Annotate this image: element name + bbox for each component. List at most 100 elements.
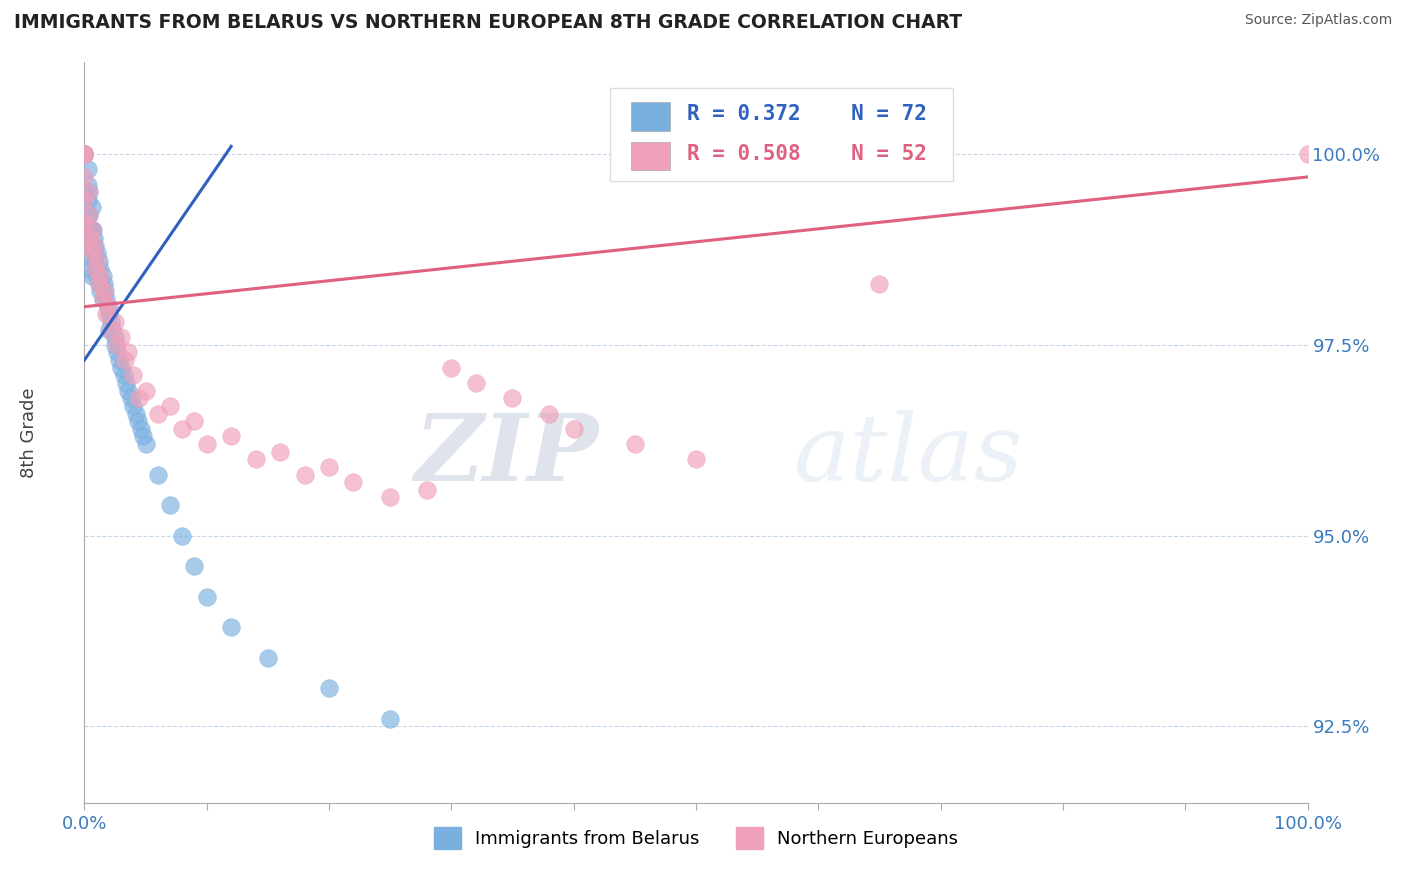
Point xyxy=(83,231,105,245)
Point xyxy=(73,147,96,161)
Point xyxy=(416,483,439,497)
Point xyxy=(73,185,96,199)
Point xyxy=(219,429,242,443)
Point xyxy=(77,162,100,177)
Point xyxy=(104,338,127,352)
Point xyxy=(127,414,149,428)
Point xyxy=(80,269,103,284)
Point xyxy=(77,208,100,222)
Point xyxy=(77,178,100,192)
Point xyxy=(79,231,101,245)
Text: ZIP: ZIP xyxy=(413,409,598,500)
Point xyxy=(73,147,96,161)
Point xyxy=(77,185,100,199)
Point xyxy=(269,444,291,458)
Point xyxy=(73,147,96,161)
Point xyxy=(73,216,96,230)
Point xyxy=(73,261,96,276)
Point xyxy=(73,147,96,161)
Point xyxy=(80,223,103,237)
Point xyxy=(86,246,108,260)
Point xyxy=(685,452,707,467)
Point xyxy=(172,422,194,436)
Point xyxy=(135,437,157,451)
Point xyxy=(110,330,132,344)
Point xyxy=(125,407,148,421)
Point xyxy=(219,620,242,634)
Point xyxy=(100,322,122,336)
Point xyxy=(464,376,486,390)
Point xyxy=(73,216,96,230)
Point xyxy=(117,384,139,398)
Point xyxy=(195,590,218,604)
Point xyxy=(82,246,104,260)
Point xyxy=(91,269,114,284)
Point xyxy=(135,384,157,398)
Bar xyxy=(631,142,671,169)
Point xyxy=(538,407,561,421)
Point xyxy=(318,460,340,475)
Point xyxy=(73,147,96,161)
Point xyxy=(87,253,110,268)
Point xyxy=(104,330,127,344)
Point xyxy=(129,422,152,436)
Point xyxy=(562,422,585,436)
Point xyxy=(73,147,96,161)
Point xyxy=(172,529,194,543)
Point xyxy=(101,322,124,336)
Point xyxy=(122,399,145,413)
Point xyxy=(105,338,128,352)
Point xyxy=(73,201,96,215)
Point xyxy=(114,353,136,368)
Point xyxy=(294,467,316,482)
Legend: Immigrants from Belarus, Northern Europeans: Immigrants from Belarus, Northern Europe… xyxy=(426,821,966,856)
Point xyxy=(195,437,218,451)
FancyBboxPatch shape xyxy=(610,88,953,181)
Point xyxy=(183,414,205,428)
Point xyxy=(73,147,96,161)
Point xyxy=(183,559,205,574)
Point xyxy=(342,475,364,490)
Point xyxy=(318,681,340,696)
Point xyxy=(122,368,145,383)
Point xyxy=(77,223,100,237)
Point xyxy=(73,147,96,161)
Point xyxy=(91,292,114,306)
Point xyxy=(104,315,127,329)
Point xyxy=(80,223,103,237)
Point xyxy=(97,322,120,336)
Point xyxy=(146,407,169,421)
Point xyxy=(77,208,100,222)
Point xyxy=(107,353,129,368)
Point xyxy=(624,437,647,451)
Point xyxy=(84,238,107,252)
Point xyxy=(97,307,120,321)
Point xyxy=(73,238,96,252)
Point xyxy=(117,345,139,359)
Point xyxy=(110,360,132,375)
Point xyxy=(77,193,100,207)
Point xyxy=(380,712,402,726)
Bar xyxy=(631,103,671,130)
Point xyxy=(73,147,96,161)
Point xyxy=(94,285,117,299)
Point xyxy=(97,300,120,314)
Point xyxy=(93,285,115,299)
Point xyxy=(380,491,402,505)
Point xyxy=(257,650,280,665)
Point xyxy=(86,269,108,284)
Text: IMMIGRANTS FROM BELARUS VS NORTHERN EUROPEAN 8TH GRADE CORRELATION CHART: IMMIGRANTS FROM BELARUS VS NORTHERN EURO… xyxy=(14,13,962,32)
Point xyxy=(115,376,138,390)
Point xyxy=(77,208,100,222)
Point xyxy=(86,253,108,268)
Point xyxy=(96,292,118,306)
Point xyxy=(73,238,96,252)
Point xyxy=(159,399,181,413)
Point xyxy=(96,307,118,321)
Point xyxy=(502,391,524,405)
Point xyxy=(83,253,105,268)
Point xyxy=(84,261,107,276)
Text: 8th Grade: 8th Grade xyxy=(20,387,38,478)
Point xyxy=(132,429,155,443)
Point xyxy=(89,261,111,276)
